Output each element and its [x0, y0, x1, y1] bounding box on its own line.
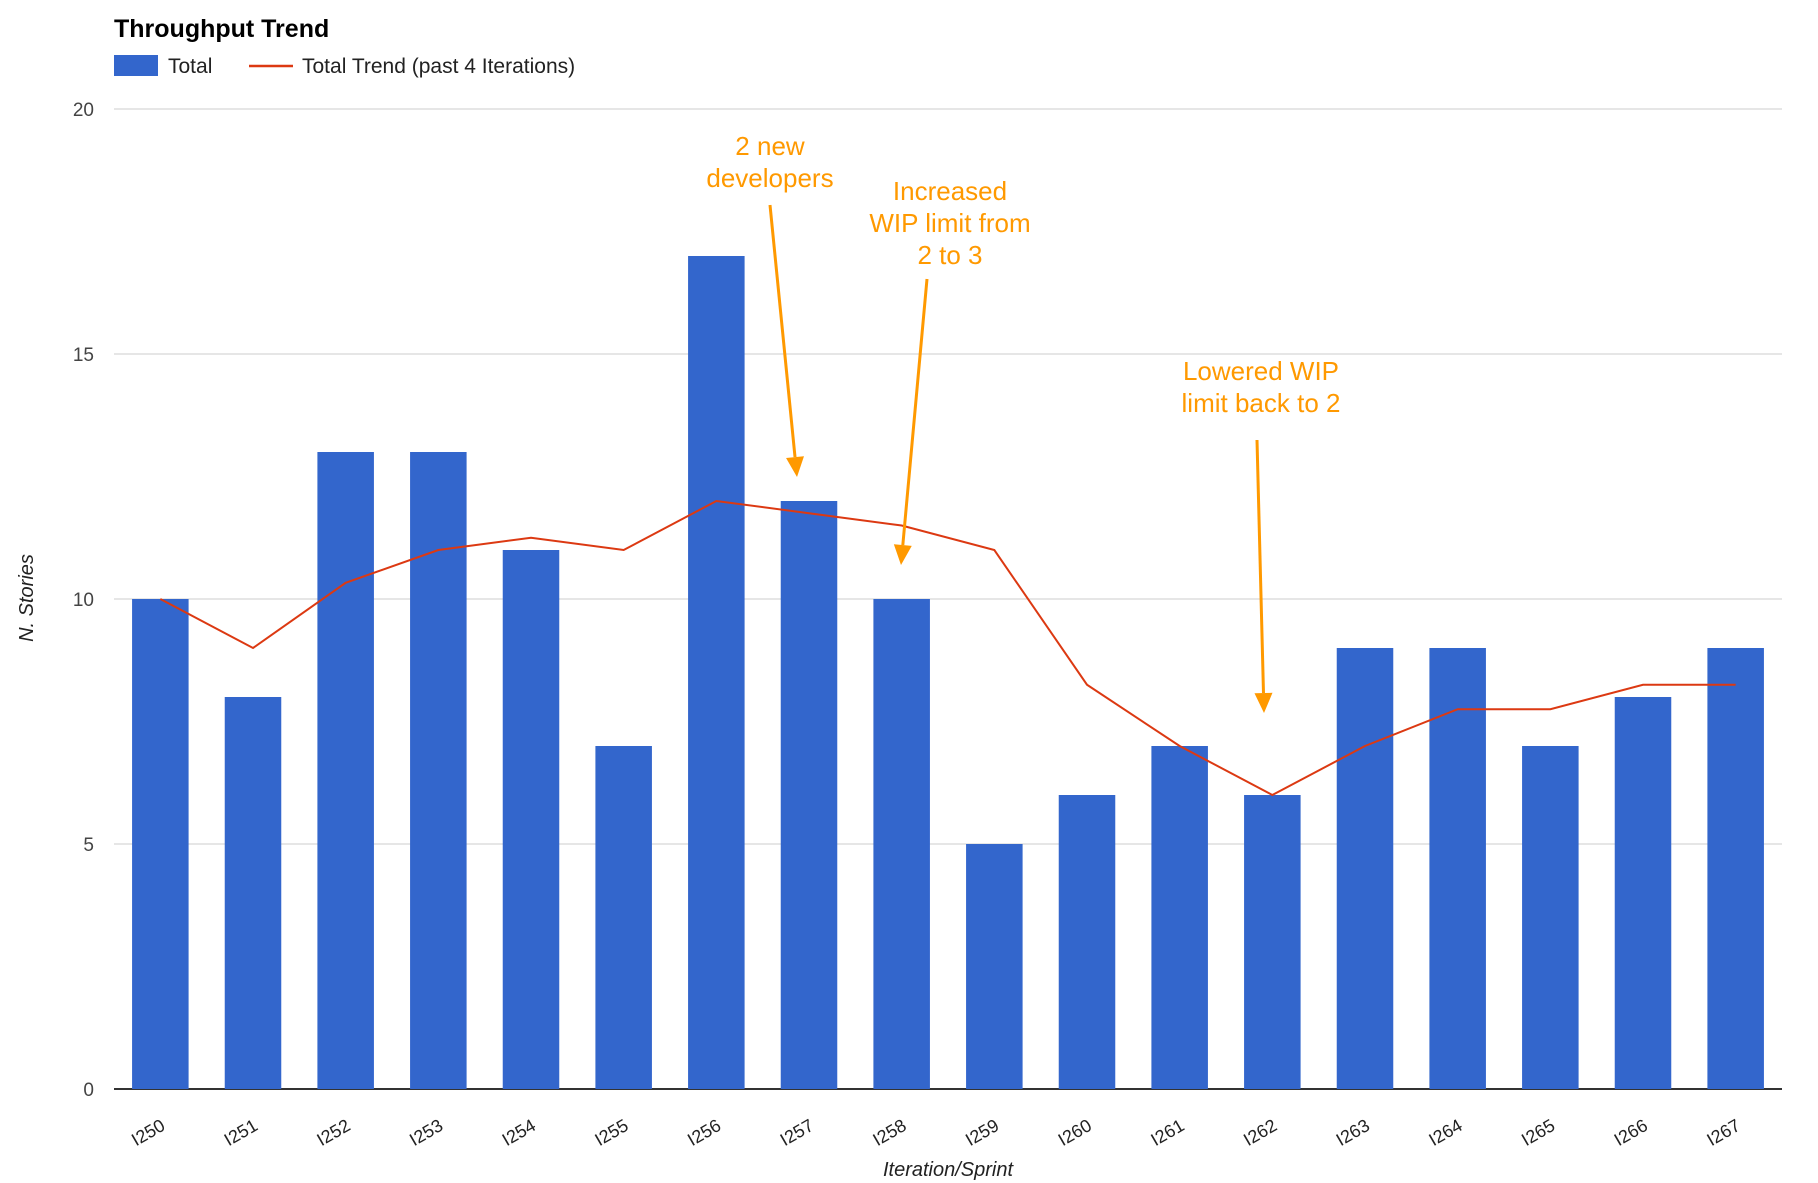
bar-I263 [1336, 648, 1394, 1089]
y-tick-label: 15 [73, 345, 94, 366]
x-tick-label: I259 [962, 1115, 1002, 1150]
x-tick-label: I266 [1611, 1115, 1651, 1150]
annotation-text: developers [706, 163, 833, 193]
x-tick-label: I265 [1518, 1115, 1558, 1150]
bar-I256 [688, 256, 745, 1089]
y-tick-label: 5 [83, 835, 94, 856]
bar-I260 [1058, 795, 1116, 1089]
bar-I252 [317, 452, 374, 1089]
bar-I266 [1614, 697, 1672, 1089]
y-tick-label: 0 [83, 1080, 94, 1101]
bar-I258 [873, 599, 930, 1089]
x-tick-label: I261 [1147, 1115, 1187, 1150]
bar-I264 [1429, 648, 1486, 1089]
legend-label-trend: Total Trend (past 4 Iterations) [302, 55, 575, 78]
arrow-head-icon [893, 544, 912, 565]
annotation-arrow-shaft [1255, 439, 1265, 694]
x-tick-label: I255 [591, 1115, 631, 1150]
x-tick-label: I253 [406, 1115, 446, 1150]
x-tick-label: I264 [1425, 1115, 1465, 1150]
annotation-text: Lowered WIP [1183, 356, 1339, 386]
trend-line [159, 499, 1736, 797]
x-tick-label: I250 [128, 1115, 168, 1150]
bar-I261 [1151, 746, 1208, 1089]
x-tick-label: I260 [1055, 1115, 1095, 1150]
legend: Total Total Trend (past 4 Iterations) [114, 55, 575, 78]
x-tick-label: I251 [221, 1115, 261, 1150]
y-tick-label: 10 [73, 590, 94, 611]
bar-I257 [780, 501, 838, 1089]
x-tick-label: I257 [777, 1115, 817, 1150]
arrow-head-icon [786, 456, 804, 477]
bar-I253 [410, 452, 467, 1089]
bar-I262 [1244, 795, 1301, 1089]
bar-I254 [502, 550, 560, 1089]
bar-I250 [132, 599, 189, 1089]
annotation-text: 2 to 3 [917, 240, 982, 270]
bar-I267 [1707, 648, 1764, 1089]
x-tick-label: I262 [1240, 1115, 1280, 1150]
arrow-head-icon [1254, 692, 1273, 713]
x-tick-label: I252 [313, 1115, 353, 1150]
bar-I255 [595, 746, 652, 1089]
annotation-arrow-shaft [901, 278, 929, 546]
legend-label-total: Total [168, 55, 212, 78]
x-tick-label: I256 [684, 1115, 724, 1150]
chart-title: Throughput Trend [114, 15, 329, 43]
annotation-text: 2 new [735, 131, 805, 161]
x-tick-label: I254 [499, 1115, 539, 1150]
x-tick-label: I267 [1703, 1115, 1743, 1150]
annotation-arrow-shaft [768, 204, 797, 458]
bar-I265 [1522, 746, 1579, 1089]
y-axis-title: N. Stories [16, 554, 38, 642]
y-tick-label: 20 [73, 100, 94, 121]
annotation-text: Increased [893, 176, 1007, 206]
annotation-text: WIP limit from [869, 208, 1030, 238]
legend-swatch-total [114, 55, 158, 76]
bar-I251 [224, 697, 282, 1089]
bar-I259 [966, 844, 1023, 1089]
annotation-text: limit back to 2 [1182, 388, 1341, 418]
x-tick-label: I258 [869, 1115, 909, 1150]
x-tick-label: I263 [1333, 1115, 1373, 1150]
x-axis-title: Iteration/Sprint [883, 1159, 1015, 1181]
